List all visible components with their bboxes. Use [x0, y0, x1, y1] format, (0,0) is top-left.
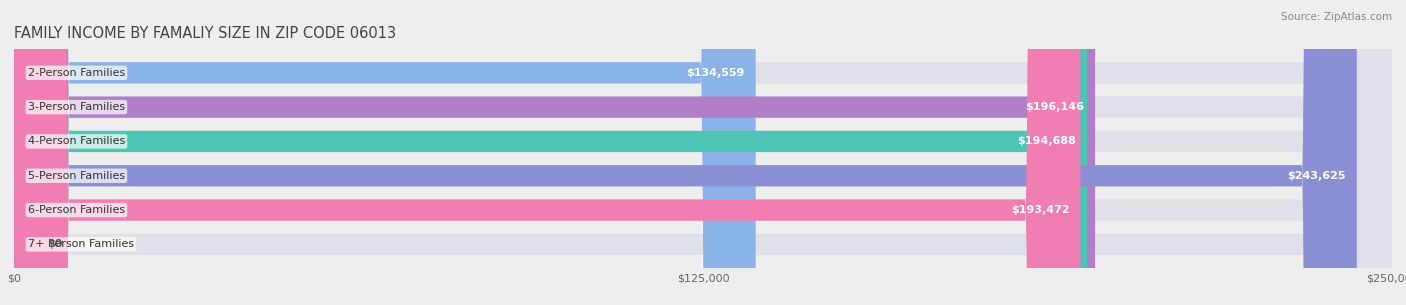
Text: $0: $0	[48, 239, 62, 249]
Text: $243,625: $243,625	[1288, 171, 1346, 181]
Text: 4-Person Families: 4-Person Families	[28, 136, 125, 146]
Text: $194,688: $194,688	[1017, 136, 1076, 146]
FancyBboxPatch shape	[14, 0, 1095, 305]
FancyBboxPatch shape	[14, 0, 1392, 305]
FancyBboxPatch shape	[14, 0, 755, 305]
Text: $193,472: $193,472	[1011, 205, 1070, 215]
FancyBboxPatch shape	[14, 0, 1357, 305]
Text: 2-Person Families: 2-Person Families	[28, 68, 125, 78]
Text: 6-Person Families: 6-Person Families	[28, 205, 125, 215]
Text: $196,146: $196,146	[1025, 102, 1084, 112]
Text: FAMILY INCOME BY FAMALIY SIZE IN ZIP CODE 06013: FAMILY INCOME BY FAMALIY SIZE IN ZIP COD…	[14, 26, 396, 41]
FancyBboxPatch shape	[14, 0, 1392, 305]
Text: 3-Person Families: 3-Person Families	[28, 102, 125, 112]
FancyBboxPatch shape	[14, 0, 1087, 305]
Text: $134,559: $134,559	[686, 68, 745, 78]
FancyBboxPatch shape	[14, 0, 1392, 305]
FancyBboxPatch shape	[14, 0, 1392, 305]
FancyBboxPatch shape	[14, 0, 1392, 305]
FancyBboxPatch shape	[14, 0, 1392, 305]
Text: Source: ZipAtlas.com: Source: ZipAtlas.com	[1281, 12, 1392, 22]
Text: 7+ Person Families: 7+ Person Families	[28, 239, 134, 249]
Text: 5-Person Families: 5-Person Families	[28, 171, 125, 181]
FancyBboxPatch shape	[14, 0, 1080, 305]
